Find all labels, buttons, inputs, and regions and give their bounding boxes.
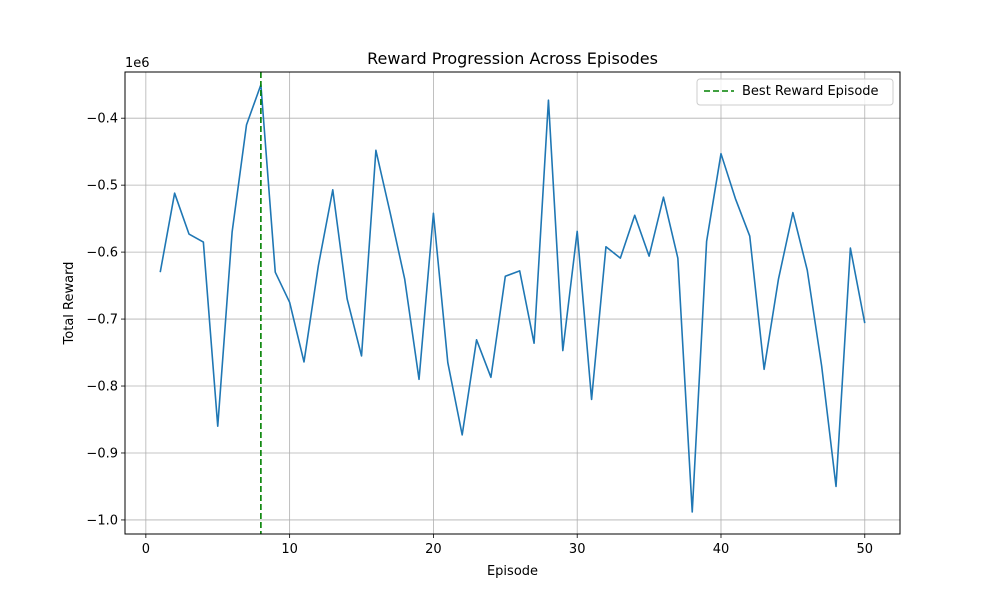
x-tick-label: 0 <box>142 542 150 557</box>
y-tick-label: −0.7 <box>86 313 118 328</box>
y-tick-label: −0.6 <box>86 246 118 261</box>
plot-frame <box>124 71 901 535</box>
y-tick-label: −0.8 <box>86 380 118 395</box>
legend: Best Reward Episode <box>696 78 894 106</box>
y-offset-text: 1e6 <box>125 56 150 71</box>
y-tick-label: −0.4 <box>86 112 118 127</box>
reward-series-line <box>159 83 866 513</box>
x-axis-label: Episode <box>487 564 538 579</box>
y-tick-label: −0.9 <box>86 446 118 461</box>
x-tick-label: 10 <box>281 542 298 557</box>
x-tick-label: 30 <box>569 542 586 557</box>
x-tick-label: 40 <box>713 542 730 557</box>
y-ticks: −0.4 −0.5 −0.6 −0.7 −0.8 −0.9 −1.0 <box>86 112 125 528</box>
legend-box <box>696 78 894 106</box>
chart-title: Reward Progression Across Episodes <box>367 49 658 68</box>
plot-area <box>125 72 900 534</box>
legend-entry-best-reward: Best Reward Episode <box>742 84 879 99</box>
x-ticks: 0 10 20 30 40 50 <box>142 534 873 557</box>
y-tick-label: −1.0 <box>86 513 118 528</box>
y-tick-label: −0.5 <box>86 179 118 194</box>
y-axis-label: Total Reward <box>62 262 77 346</box>
series-layer <box>159 83 866 513</box>
x-tick-label: 20 <box>425 542 442 557</box>
grid-layer <box>125 72 900 534</box>
x-tick-label: 50 <box>856 542 873 557</box>
